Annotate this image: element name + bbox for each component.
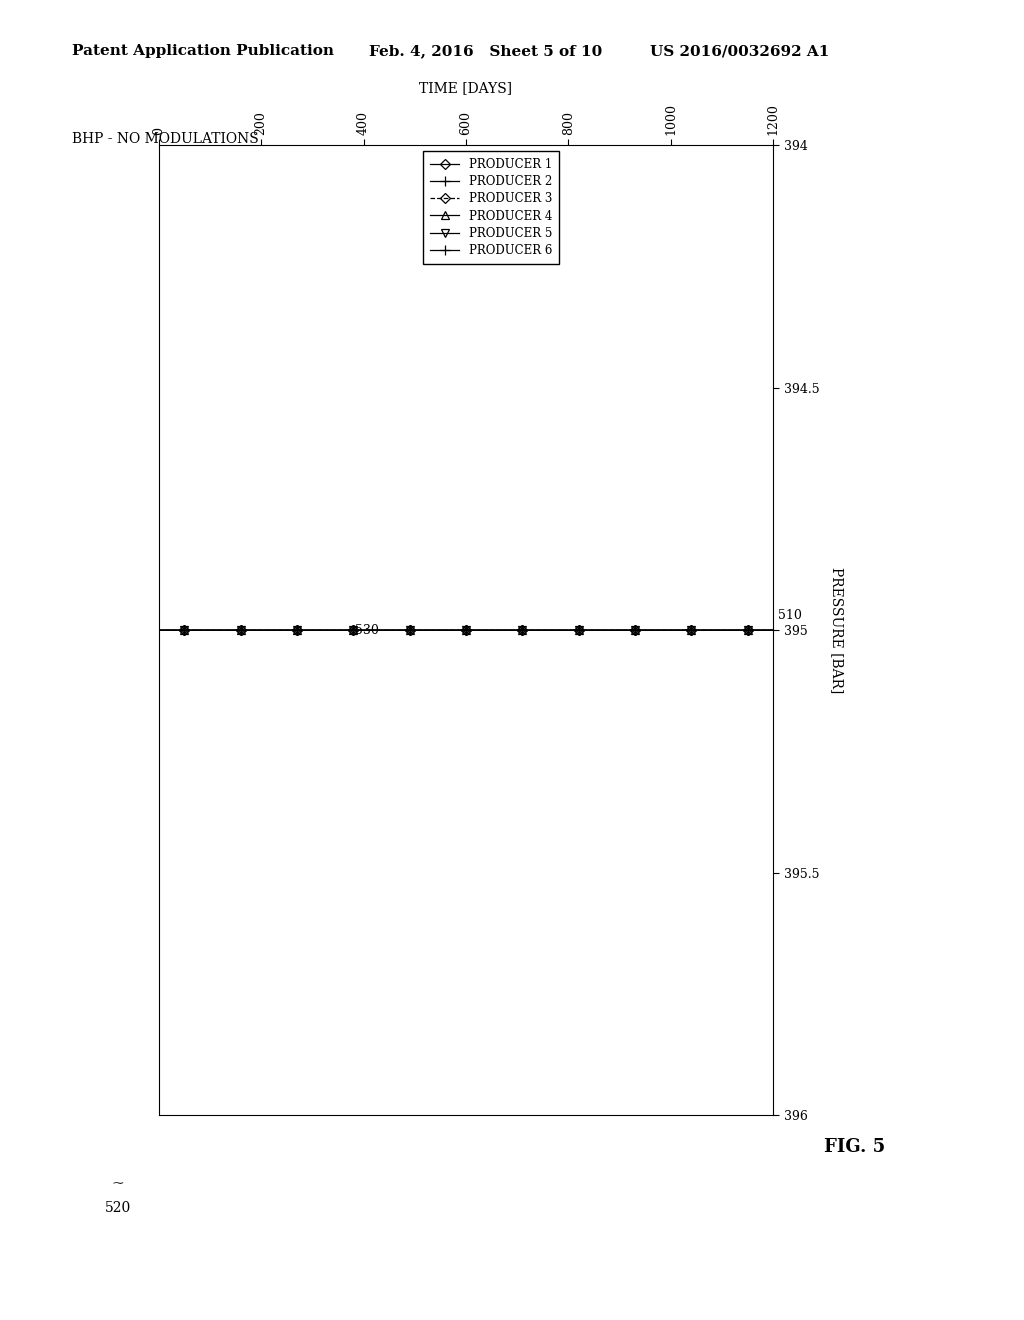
Text: US 2016/0032692 A1: US 2016/0032692 A1 <box>650 45 829 58</box>
Text: Feb. 4, 2016   Sheet 5 of 10: Feb. 4, 2016 Sheet 5 of 10 <box>369 45 602 58</box>
Text: Patent Application Publication: Patent Application Publication <box>72 45 334 58</box>
Text: 520: 520 <box>104 1201 131 1214</box>
Legend: PRODUCER 1, PRODUCER 2, PRODUCER 3, PRODUCER 4, PRODUCER 5, PRODUCER 6: PRODUCER 1, PRODUCER 2, PRODUCER 3, PROD… <box>423 150 559 264</box>
Text: BHP - NO MODULATIONS: BHP - NO MODULATIONS <box>72 132 258 147</box>
Y-axis label: PRESSURE [BAR]: PRESSURE [BAR] <box>830 568 844 693</box>
Text: FIG. 5: FIG. 5 <box>824 1138 886 1156</box>
X-axis label: TIME [DAYS]: TIME [DAYS] <box>420 81 512 95</box>
Text: 510: 510 <box>778 610 802 622</box>
Text: 530: 530 <box>355 624 379 636</box>
Text: ~: ~ <box>112 1177 124 1191</box>
